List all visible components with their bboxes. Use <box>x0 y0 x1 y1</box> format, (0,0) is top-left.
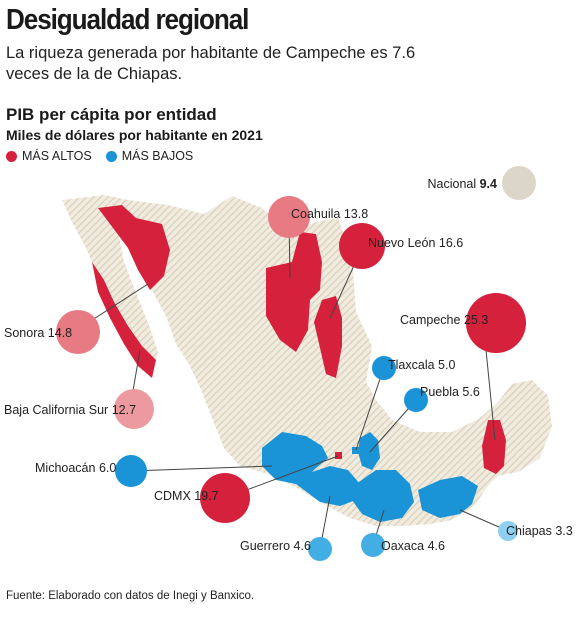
source-note: Fuente: Elaborado con datos de Inegi y B… <box>6 590 255 602</box>
label-cdmx: CDMX 19.7 <box>154 489 219 503</box>
bubble-oaxaca <box>361 533 385 557</box>
bubble-nuevo-leon <box>339 223 385 269</box>
states-low <box>262 432 478 522</box>
label-tlaxcala: Tlaxcala 5.0 <box>388 358 455 372</box>
states-high <box>92 205 506 474</box>
bubble-campeche <box>466 293 526 353</box>
label-bcs: Baja California Sur 12.7 <box>4 403 136 417</box>
bubble-michoacan <box>115 455 147 487</box>
campeche-shape <box>482 420 506 474</box>
bubbles <box>56 166 536 561</box>
bubble-tlaxcala <box>372 356 396 380</box>
page-subtitle: La riqueza generada por habitante de Cam… <box>6 44 416 83</box>
oaxaca-shape <box>352 470 414 522</box>
tlaxcala-shape <box>352 447 359 454</box>
legend: MÁS ALTOS MÁS BAJOS <box>6 149 193 163</box>
bubble-cdmx <box>200 473 250 523</box>
map-title: PIB per cápita por entidad <box>6 105 217 124</box>
bubble-bcs <box>114 389 154 429</box>
label-nacional: Nacional 9.4 <box>427 177 497 191</box>
label-campeche: Campeche 25.3 <box>400 313 488 327</box>
coahuila-shape <box>266 232 322 352</box>
label-coahuila: Coahuila 13.8 <box>291 207 368 221</box>
chiapas-shape <box>418 476 478 518</box>
nuevo-leon-shape <box>314 296 342 378</box>
leader-tlaxcala <box>355 369 384 451</box>
michoacan-shape <box>262 432 328 484</box>
bubble-coahuila <box>268 196 310 238</box>
label-nuevo-leon: Nuevo León 16.6 <box>368 236 463 250</box>
cdmx-shape <box>335 452 342 459</box>
leader-michoacan <box>130 465 273 472</box>
bubble-guerrero <box>308 537 332 561</box>
bubble-puebla <box>404 388 428 412</box>
legend-low-label: MÁS BAJOS <box>121 149 194 163</box>
bcs-shape <box>92 262 156 378</box>
legend-high-label: MÁS ALTOS <box>22 149 92 163</box>
sonora-shape <box>98 205 170 290</box>
legend-item-low: MÁS BAJOS <box>105 149 194 163</box>
label-chiapas: Chiapas 3.3 <box>506 524 573 538</box>
label-guerrero: Guerrero 4.6 <box>240 539 311 553</box>
label-michoacan: Michoacán 6.0 <box>35 461 116 475</box>
bubble-chiapas <box>498 521 518 541</box>
page-title: Desigualdad regional <box>6 4 249 36</box>
legend-high-dot <box>6 150 17 162</box>
legend-low-dot <box>105 150 117 162</box>
guerrero-shape <box>296 466 360 506</box>
label-oaxaca: Oaxaca 4.6 <box>381 539 445 553</box>
puebla-shape <box>358 432 380 470</box>
label-sonora: Sonora 14.8 <box>4 326 72 340</box>
map-subtitle: Miles de dólares por habitante en 2021 <box>6 127 263 143</box>
label-puebla: Puebla 5.6 <box>420 385 480 399</box>
bubble-nacional <box>502 166 536 200</box>
legend-item-high: MÁS ALTOS <box>6 149 92 163</box>
labels: Nacional 9.4 Coahuila 13.8 Nuevo León 16… <box>4 177 573 553</box>
baja-peninsula-shape <box>62 195 158 372</box>
bubble-sonora <box>56 310 100 354</box>
